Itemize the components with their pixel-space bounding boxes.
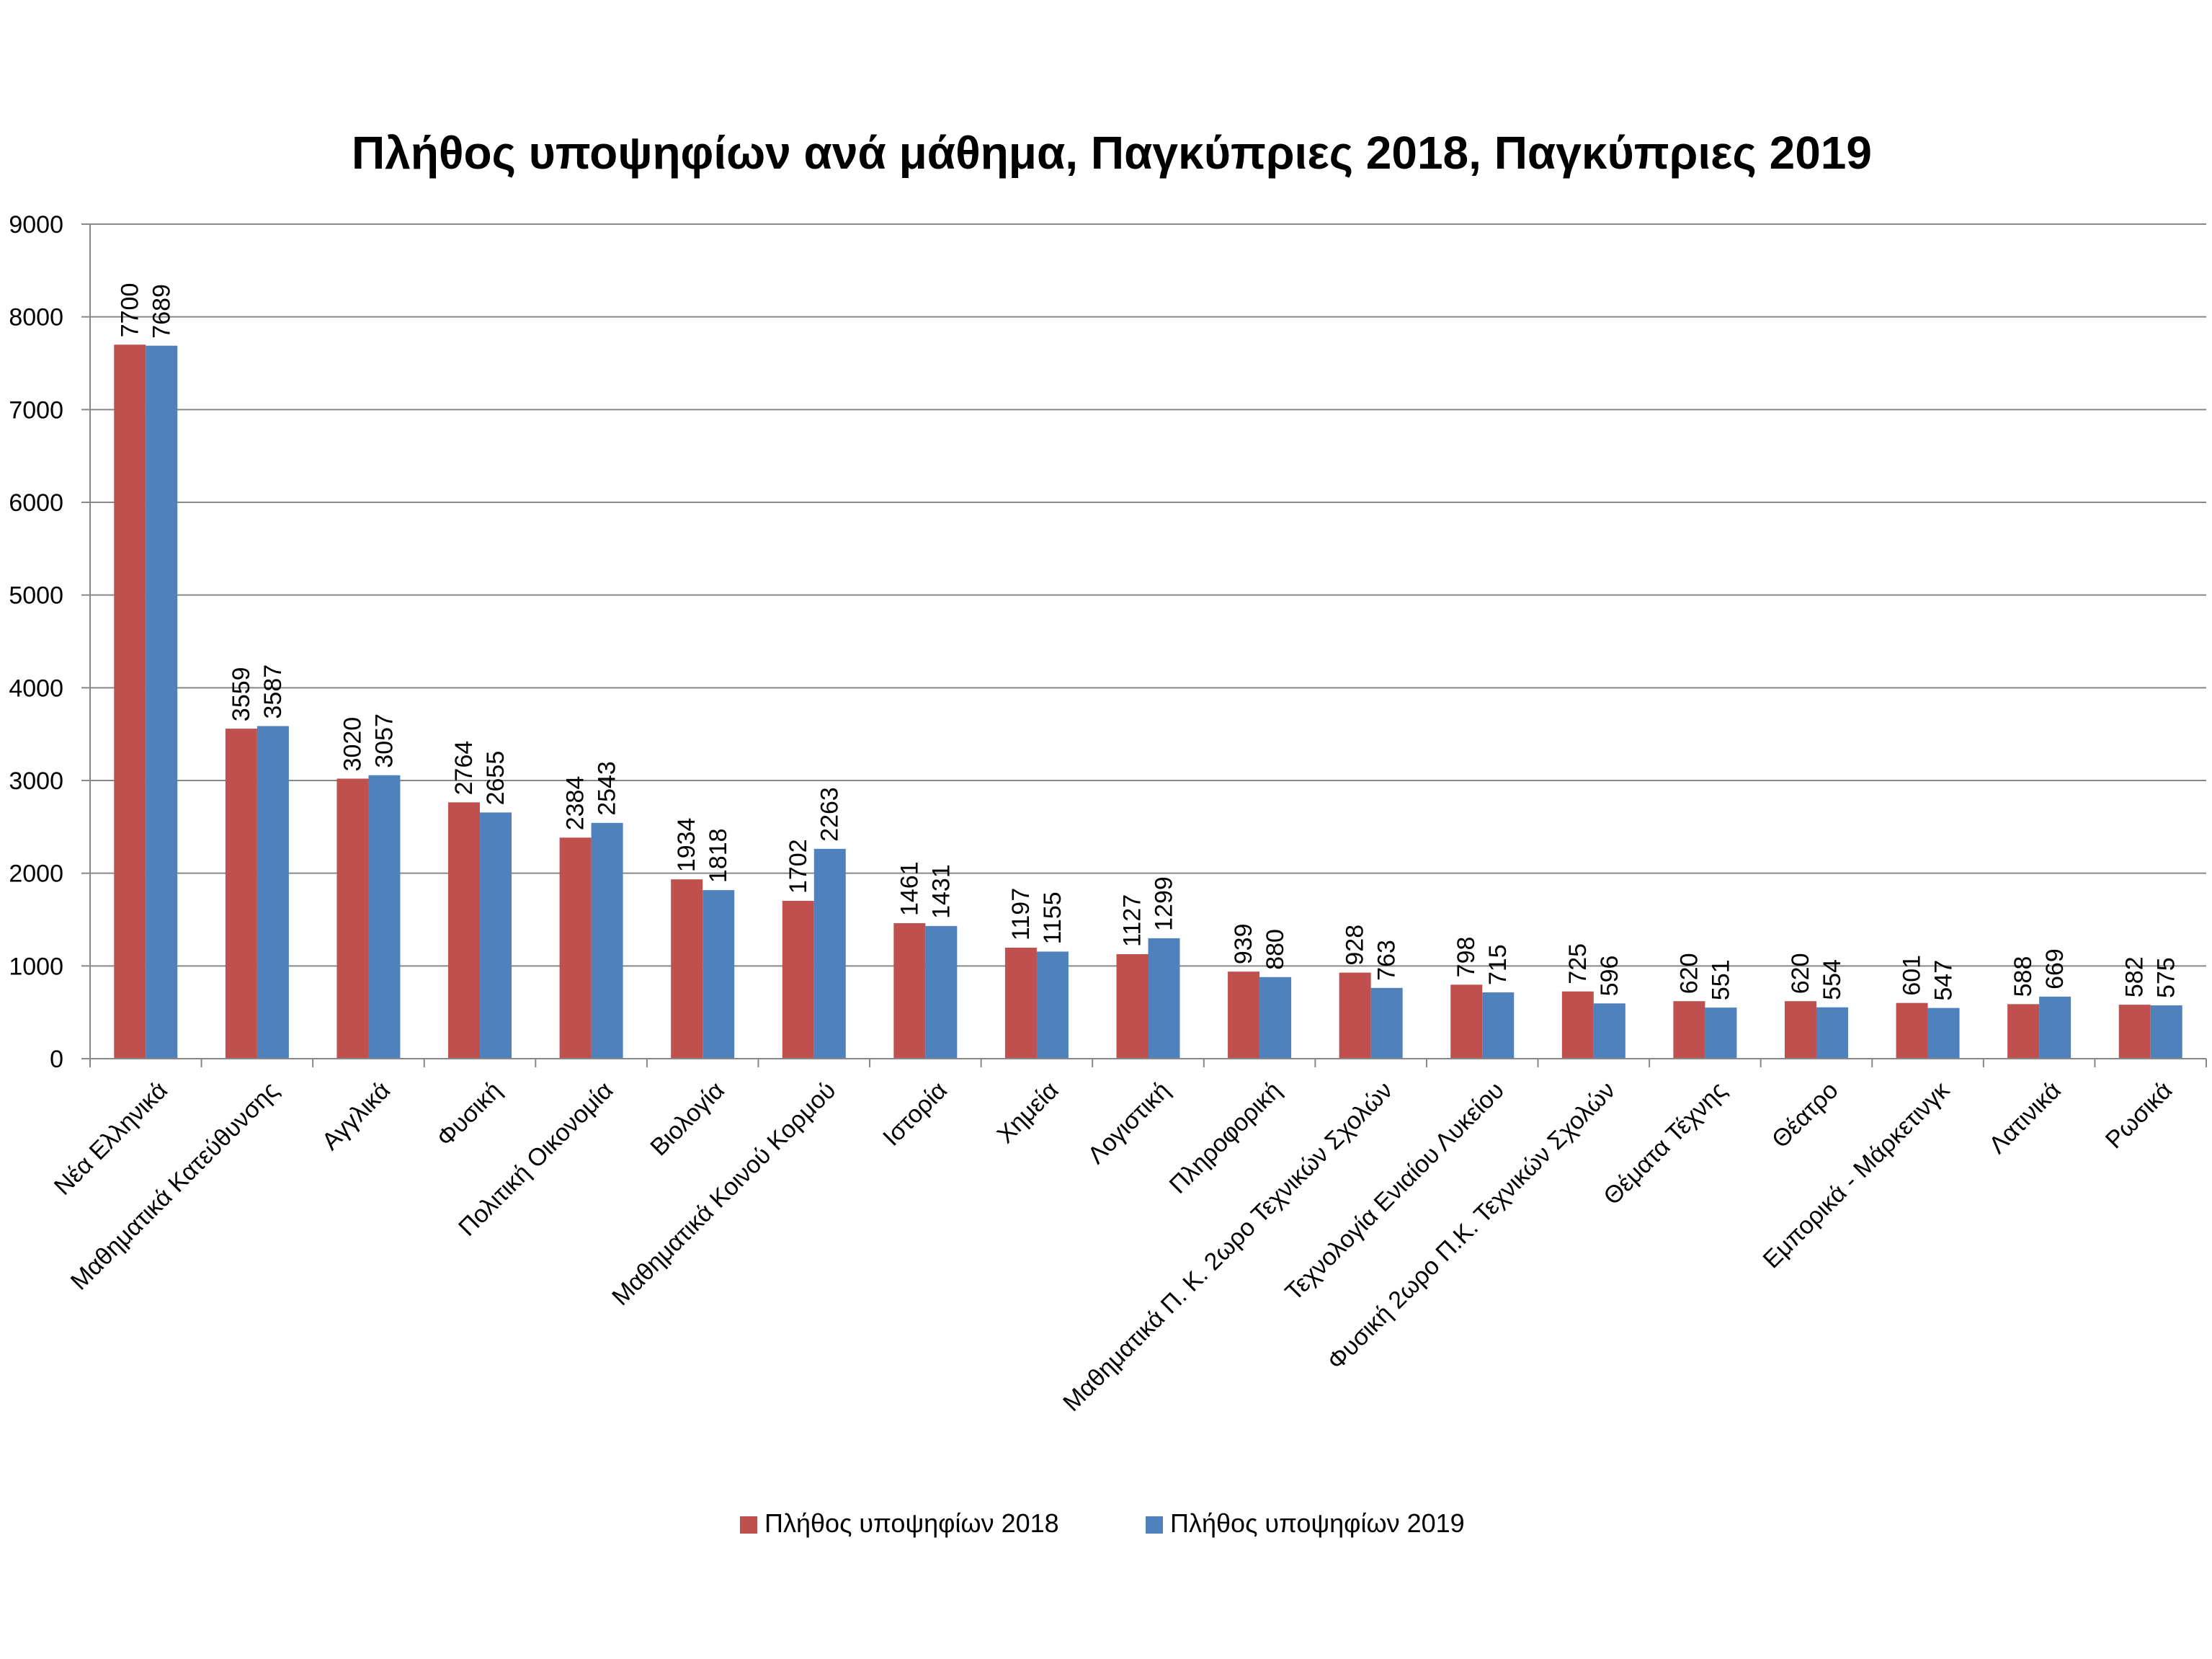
y-tick-label: 2000 [9,860,63,888]
data-label: 582 [2121,956,2149,997]
bar-2019 [2039,996,2071,1059]
bar-2018 [782,901,814,1059]
data-label: 3559 [228,667,255,721]
y-tick-label: 7000 [9,396,63,424]
bar-2019 [368,775,401,1059]
bar-2019 [1148,938,1180,1059]
data-label: 1127 [1119,894,1146,947]
y-tick-label: 5000 [9,582,63,610]
data-label: 1702 [785,839,812,894]
bars [114,344,2182,1059]
data-label: 880 [1262,929,1289,970]
bar-2018 [2007,1004,2040,1059]
bar-2019 [925,925,958,1059]
bar-2018 [1228,971,1260,1059]
bar-2019 [1705,1008,1737,1059]
data-label: 1197 [1007,888,1035,940]
data-label: 2384 [562,776,589,831]
data-label: 1431 [927,864,955,919]
y-tick-label: 3000 [9,768,63,795]
data-label: 1461 [896,861,923,916]
axes [89,224,2207,1067]
data-label: 763 [1373,940,1401,981]
data-label: 1155 [1039,891,1066,944]
bar-2019 [480,812,512,1059]
chart-title: Πλήθος υποψηφίων ανά μάθημα, Παγκύπριες … [352,127,1872,179]
legend-label: Πλήθος υποψηφίων 2018 [764,1508,1059,1538]
data-label: 7689 [148,284,175,339]
data-label: 575 [2153,957,2180,998]
bar-2019 [703,890,735,1059]
bar-2018 [671,879,703,1059]
bar-2019 [1036,951,1069,1059]
data-label: 715 [1484,944,1512,985]
data-label: 669 [2041,948,2069,989]
data-label: 620 [1787,953,1814,994]
data-label: 939 [1230,923,1257,964]
legend-swatch [740,1516,757,1534]
bar-2018 [1784,1001,1816,1059]
data-label: 551 [1707,959,1734,1000]
bar-2018 [448,802,481,1059]
data-label: 1934 [673,818,700,873]
y-tick-label: 8000 [9,304,63,332]
y-tick-label: 9000 [9,211,63,239]
legend: Πλήθος υποψηφίων 2018 Πλήθος υποψηφίων 20… [740,1508,1465,1538]
data-label: 725 [1564,943,1592,984]
bar-2019 [1927,1008,1960,1059]
bar-2018 [559,837,592,1059]
bar-2019 [1259,977,1292,1059]
bar-2019 [257,726,289,1059]
bar-2018 [1673,1001,1705,1059]
data-label: 547 [1930,960,1958,1001]
bar-2019 [1482,992,1515,1059]
bar-2018 [1561,991,1594,1059]
y-tick-label: 6000 [9,489,63,517]
bar-2018 [336,778,369,1059]
bar-2019 [1370,987,1403,1059]
y-axis-tick-labels: 0 1000 2000 3000 4000 5000 6000 7000 8000 9000 [9,211,63,1073]
data-label: 2263 [816,787,844,842]
data-labels: 7700 7689 3559 3587 3020 3057 2764 2655 2384 2543… [116,283,2180,1001]
data-label: 928 [1342,925,1369,966]
bar-2018 [893,923,926,1059]
data-label: 2764 [450,741,478,796]
data-label: 2655 [482,751,509,806]
bar-2019 [2150,1005,2182,1059]
data-label: 588 [2010,956,2037,997]
bar-2019 [813,848,846,1059]
y-tick-label: 4000 [9,675,63,702]
gridlines [81,223,2206,1059]
legend-label: Πλήθος υποψηφίων 2019 [1170,1508,1465,1538]
bar-2019 [591,822,623,1059]
bar-2018 [1450,984,1483,1059]
legend-swatch [1146,1516,1163,1534]
bar-2018 [225,729,257,1059]
data-label: 1299 [1151,876,1178,931]
bar-2018 [1896,1002,1928,1059]
data-label: 3057 [370,713,398,768]
bar-2019 [1593,1003,1625,1059]
data-label: 596 [1596,956,1623,997]
data-label: 601 [1899,955,1926,996]
y-tick-label: 0 [50,1046,63,1073]
bar-2019 [1816,1007,1848,1059]
bar-2018 [1004,947,1037,1059]
y-tick-label: 1000 [9,953,63,980]
data-label: 3587 [259,664,287,719]
data-label: 798 [1453,937,1480,978]
bar-2018 [114,344,146,1059]
bar-2018 [1116,953,1149,1059]
data-label: 1818 [705,828,732,883]
data-label: 3020 [339,717,366,772]
data-label: 620 [1675,953,1703,994]
bar-2018 [1339,972,1371,1059]
data-label: 7700 [116,283,143,338]
data-label: 2543 [594,761,621,816]
bar-2019 [146,345,178,1059]
bar-2018 [2118,1005,2151,1059]
data-label: 554 [1819,959,1846,1000]
